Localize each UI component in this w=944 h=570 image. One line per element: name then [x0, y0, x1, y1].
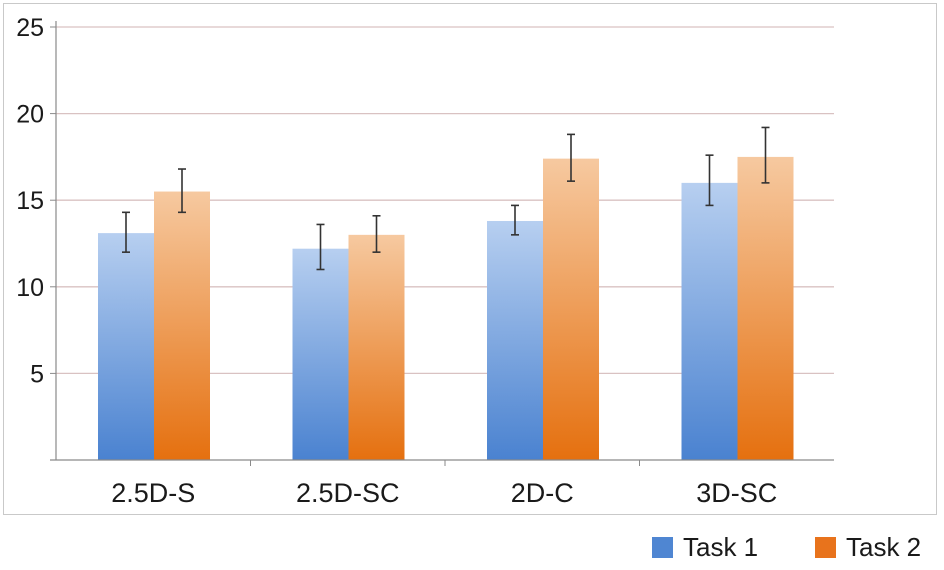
bar-task-2-3d-sc	[737, 156, 794, 460]
bar-task-2-2.5d-sc	[348, 234, 405, 460]
x-tick-label-2.5d-sc: 2.5D-SC	[296, 478, 400, 508]
legend-swatch-task-2	[815, 537, 836, 558]
x-tick-label-2.5d-s: 2.5D-S	[111, 478, 195, 508]
legend-swatch-task-1	[652, 537, 673, 558]
legend-item-task-2: Task 2	[815, 532, 921, 563]
x-tick-label-2d-c: 2D-C	[511, 478, 574, 508]
y-tick-label-15: 15	[16, 187, 44, 215]
y-tick-label-10: 10	[16, 274, 44, 302]
bar-task-1-2.5d-sc	[292, 248, 349, 460]
bar-task-1-3d-sc	[681, 182, 738, 460]
x-tick-label-3d-sc: 3D-SC	[696, 478, 777, 508]
y-tick-label-5: 5	[30, 360, 44, 388]
y-tick-label-25: 25	[16, 14, 44, 42]
legend-label-task-2: Task 2	[846, 532, 922, 562]
bar-task-1-2d-c	[487, 220, 543, 460]
bar-task-2-2.5d-s	[154, 191, 210, 461]
legend-label-task-1: Task 1	[683, 532, 759, 562]
bar-task-1-2.5d-s	[98, 233, 154, 460]
legend-item-task-1: Task 1	[652, 532, 758, 563]
y-tick-label-20: 20	[16, 101, 44, 129]
bar-task-2-2d-c	[543, 158, 599, 460]
